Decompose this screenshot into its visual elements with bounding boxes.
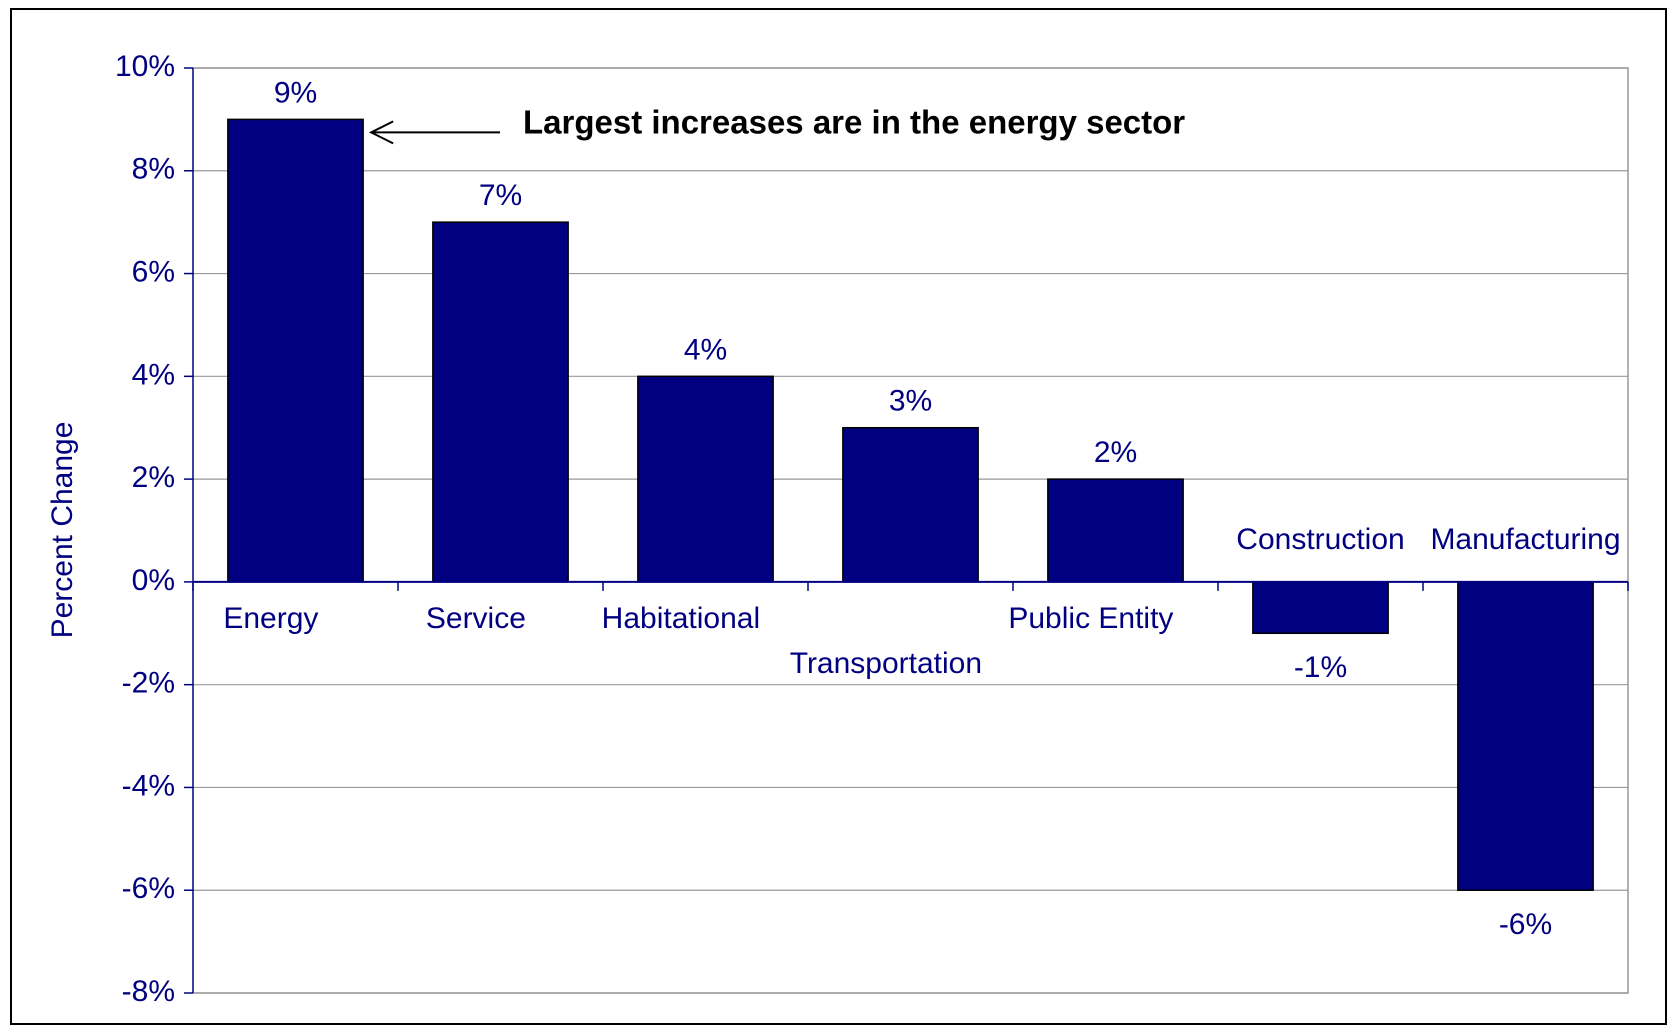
value-label: 9% (274, 76, 317, 109)
y-tick-label: 4% (132, 358, 175, 391)
value-label: -6% (1499, 908, 1552, 941)
bar (1252, 581, 1389, 635)
x-tick-label: Transportation (790, 647, 982, 680)
y-tick-label: 8% (132, 153, 175, 186)
y-tick-label: -6% (122, 872, 175, 905)
value-label: -1% (1294, 651, 1347, 684)
y-tick-label: 6% (132, 255, 175, 288)
y-tick-label: -8% (122, 975, 175, 1008)
x-tick-label: Habitational (602, 602, 760, 635)
value-label: 3% (889, 385, 932, 418)
bar (227, 118, 364, 583)
y-tick-label: 2% (132, 461, 175, 494)
y-tick-label: 0% (132, 564, 175, 597)
value-label: 2% (1094, 436, 1137, 469)
y-tick-label: -4% (122, 769, 175, 802)
bar (1457, 581, 1594, 891)
bar (432, 221, 569, 583)
y-tick-label: -2% (122, 667, 175, 700)
x-tick-label: Service (426, 602, 526, 635)
x-tick-label: Construction (1236, 523, 1404, 556)
chart-border (10, 8, 1667, 1025)
y-axis-label: Percent Change (46, 422, 79, 639)
annotation-arrowhead (368, 120, 394, 145)
x-tick-label: Energy (223, 602, 318, 635)
bar (637, 375, 774, 583)
value-label: 7% (479, 179, 522, 212)
x-tick-label: Manufacturing (1430, 523, 1620, 556)
bar (1047, 478, 1184, 583)
x-tick-label: Public Entity (1008, 602, 1173, 635)
annotation: Largest increases are in the energy sect… (523, 104, 1185, 141)
y-tick-label: 10% (115, 50, 175, 83)
value-label: 4% (684, 333, 727, 366)
bar (842, 426, 979, 583)
